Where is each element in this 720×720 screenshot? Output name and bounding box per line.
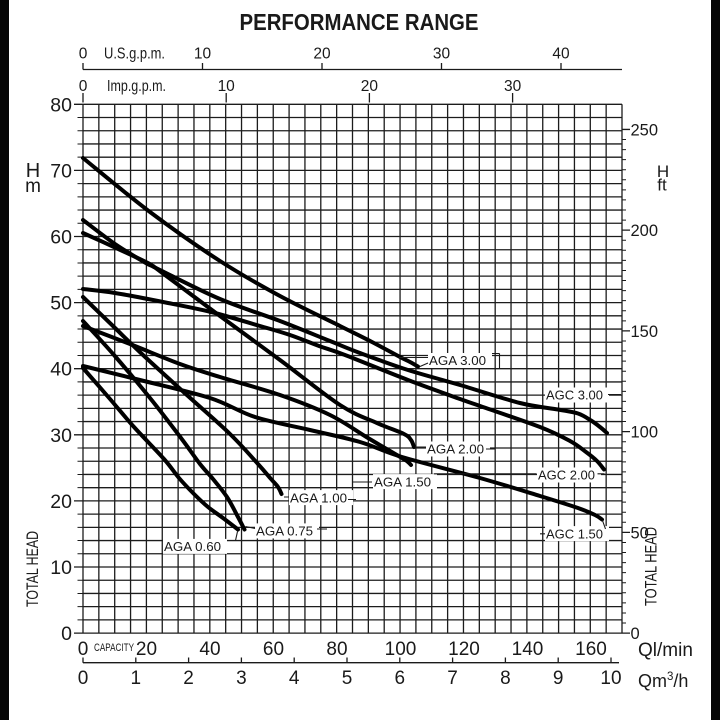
svg-text:AGC 1.50: AGC 1.50 (546, 526, 603, 541)
svg-text:AGA 2.00: AGA 2.00 (427, 442, 484, 457)
svg-text:150: 150 (631, 323, 659, 341)
svg-text:AGA 1.00: AGA 1.00 (290, 490, 347, 505)
svg-text:70: 70 (50, 160, 72, 182)
svg-text:Qm3/h: Qm3/h (638, 671, 688, 691)
svg-text:AGC 2.00: AGC 2.00 (538, 468, 595, 483)
svg-text:20: 20 (313, 46, 331, 63)
svg-text:20: 20 (136, 639, 157, 660)
svg-text:0: 0 (78, 668, 89, 689)
svg-text:30: 30 (504, 78, 522, 95)
svg-text:AGC 3.00: AGC 3.00 (546, 388, 603, 403)
svg-text:30: 30 (50, 425, 72, 447)
svg-text:m: m (25, 176, 41, 197)
svg-text:120: 120 (448, 639, 480, 660)
svg-text:250: 250 (631, 121, 659, 139)
svg-text:AGA 3.00: AGA 3.00 (429, 353, 486, 368)
svg-text:10: 10 (218, 78, 236, 95)
svg-text:100: 100 (631, 424, 659, 442)
svg-text:8: 8 (500, 668, 511, 689)
svg-text:40: 40 (199, 639, 220, 660)
svg-text:AGA 0.75: AGA 0.75 (256, 524, 313, 539)
svg-text:7: 7 (447, 668, 458, 689)
svg-text:10: 10 (50, 557, 72, 579)
svg-text:0: 0 (631, 625, 640, 643)
svg-text:1: 1 (131, 668, 142, 689)
svg-text:40: 40 (50, 359, 72, 381)
svg-text:30: 30 (433, 46, 451, 63)
svg-text:H: H (26, 160, 40, 182)
svg-text:AGA 1.50: AGA 1.50 (374, 474, 431, 489)
svg-text:3: 3 (236, 668, 247, 689)
svg-text:0: 0 (61, 623, 72, 645)
svg-text:0: 0 (79, 78, 88, 95)
svg-text:U.S.g.p.m.: U.S.g.p.m. (104, 46, 165, 63)
svg-text:Imp.g.p.m.: Imp.g.p.m. (107, 78, 166, 95)
svg-text:ft: ft (657, 176, 667, 195)
svg-text:200: 200 (631, 222, 659, 240)
svg-text:0: 0 (79, 46, 88, 63)
svg-text:6: 6 (395, 668, 406, 689)
svg-text:CAPACITY: CAPACITY (94, 642, 134, 654)
svg-text:10: 10 (194, 46, 212, 63)
svg-text:TOTAL HEAD: TOTAL HEAD (23, 531, 42, 607)
svg-text:4: 4 (289, 668, 300, 689)
svg-text:100: 100 (385, 639, 417, 660)
svg-text:Ql/min: Ql/min (638, 640, 693, 661)
svg-text:TOTAL HEAD: TOTAL HEAD (642, 527, 661, 606)
svg-text:80: 80 (50, 94, 72, 116)
svg-text:10: 10 (600, 668, 621, 689)
svg-text:50: 50 (631, 524, 649, 542)
svg-text:H: H (657, 162, 669, 181)
svg-text:60: 60 (50, 227, 72, 249)
svg-text:9: 9 (553, 668, 564, 689)
svg-text:20: 20 (50, 491, 72, 513)
svg-text:60: 60 (263, 639, 284, 660)
svg-text:20: 20 (361, 78, 379, 95)
svg-text:5: 5 (342, 668, 353, 689)
svg-text:2: 2 (183, 668, 194, 689)
svg-text:50: 50 (50, 293, 72, 315)
svg-text:160: 160 (575, 639, 607, 660)
svg-text:AGA 0.60: AGA 0.60 (164, 539, 221, 554)
svg-text:PERFORMANCE RANGE: PERFORMANCE RANGE (240, 9, 479, 35)
svg-text:140: 140 (512, 639, 544, 660)
svg-text:0: 0 (78, 639, 89, 660)
svg-text:40: 40 (552, 46, 570, 63)
svg-text:80: 80 (326, 639, 347, 660)
